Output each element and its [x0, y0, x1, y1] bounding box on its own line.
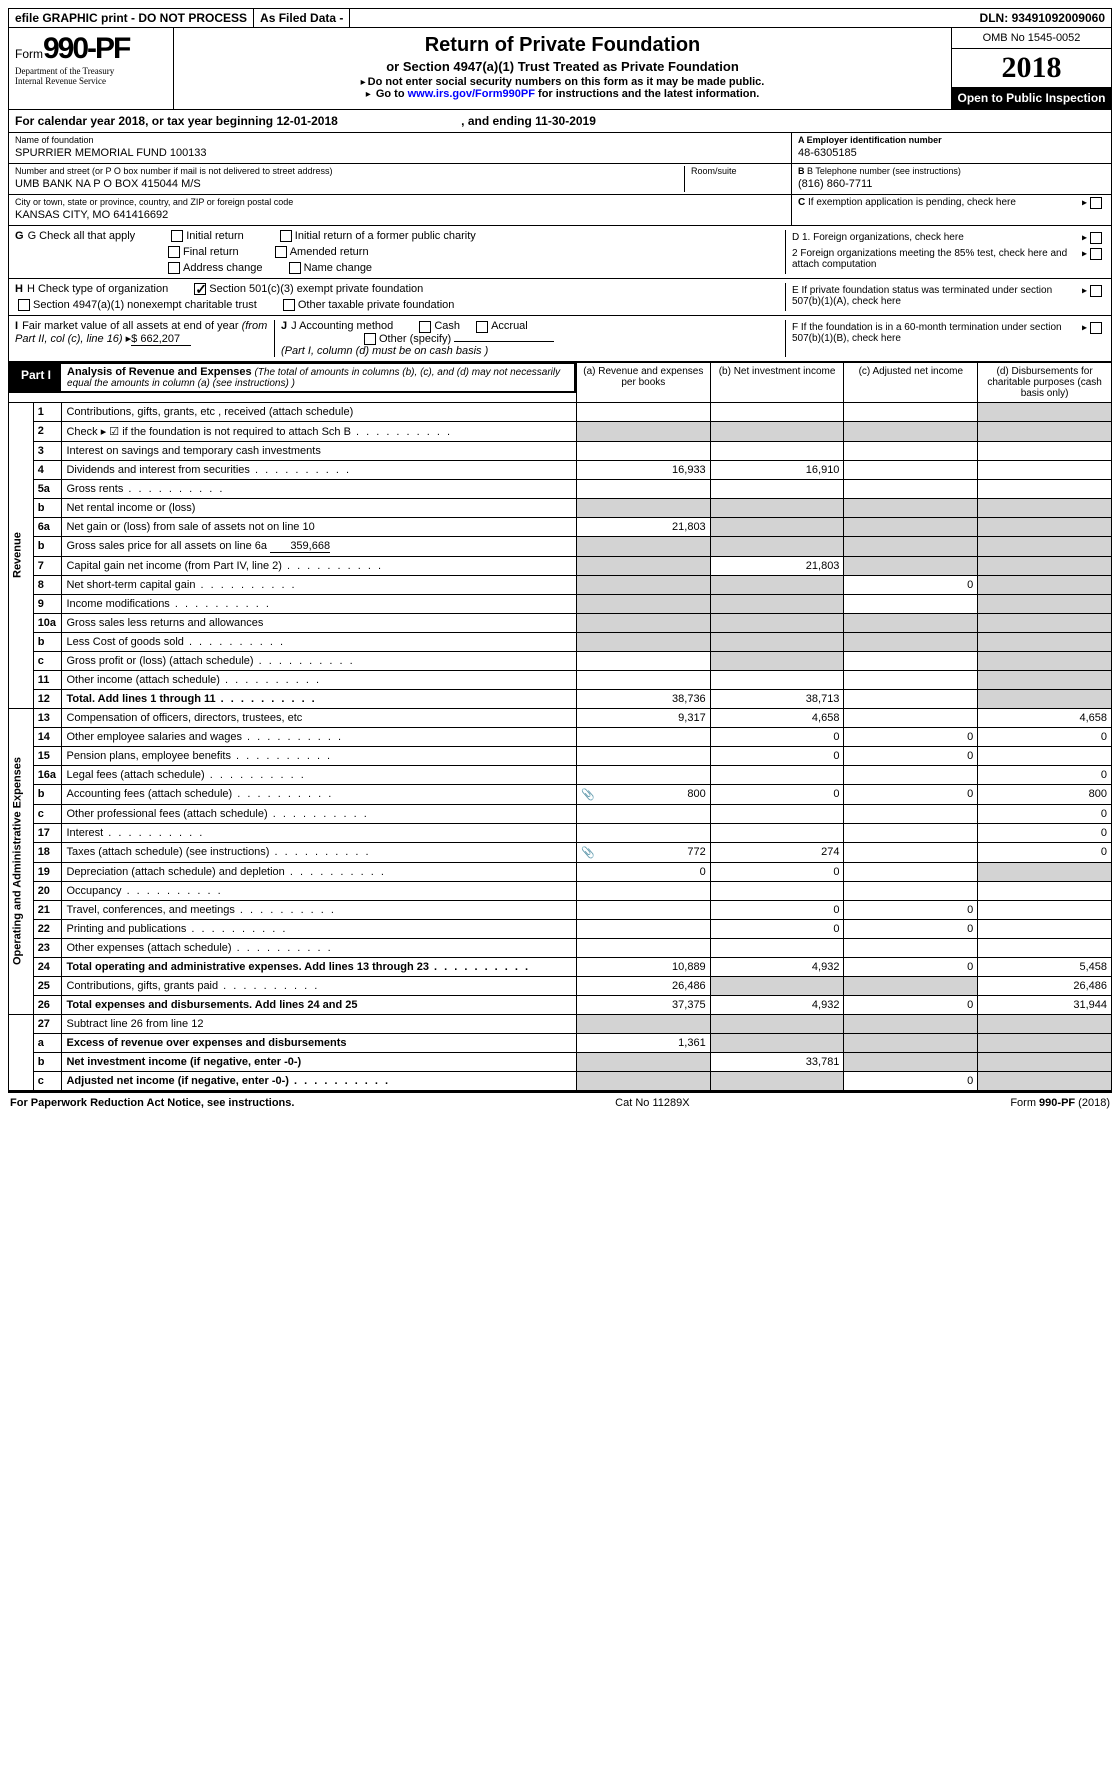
phone-value: (816) 860-7711	[798, 176, 1105, 192]
table-row: 5aGross rents	[9, 479, 1112, 498]
foundation-city: KANSAS CITY, MO 641416692	[15, 207, 785, 223]
table-row: 20Occupancy	[9, 881, 1112, 900]
table-row: 26Total expenses and disbursements. Add …	[9, 995, 1112, 1014]
foundation-address: UMB BANK NA P O BOX 415044 M/S	[15, 176, 684, 192]
table-row: 15Pension plans, employee benefits00	[9, 746, 1112, 765]
info-grid: Name of foundation SPURRIER MEMORIAL FUN…	[8, 133, 1112, 226]
efile-label: efile GRAPHIC print - DO NOT PROCESS	[9, 9, 254, 27]
table-row: aExcess of revenue over expenses and dis…	[9, 1033, 1112, 1052]
checkbox-name-change[interactable]	[289, 262, 301, 274]
ein-value: 48-6305185	[798, 145, 1105, 161]
table-row: 22Printing and publications00	[9, 919, 1112, 938]
table-row: 3Interest on savings and temporary cash …	[9, 441, 1112, 460]
checkbox-initial-former[interactable]	[280, 230, 292, 242]
checkbox-d2[interactable]	[1090, 248, 1102, 260]
col-d-header: (d) Disbursements for charitable purpose…	[978, 362, 1112, 402]
table-row: 25Contributions, gifts, grants paid26,48…	[9, 976, 1112, 995]
col-b-header: (b) Net investment income	[710, 362, 844, 402]
table-row: 6aNet gain or (loss) from sale of assets…	[9, 517, 1112, 536]
irs-link[interactable]: www.irs.gov/Form990PF	[408, 88, 535, 100]
dln-cell: DLN: 93491092009060	[974, 9, 1111, 27]
form-header: Form990-PF Department of the Treasury In…	[8, 28, 1112, 110]
calendar-year-row: For calendar year 2018, or tax year begi…	[8, 110, 1112, 133]
top-bar: efile GRAPHIC print - DO NOT PROCESS As …	[8, 8, 1112, 28]
foundation-name: SPURRIER MEMORIAL FUND 100133	[15, 145, 785, 161]
table-row: 14Other employee salaries and wages000	[9, 727, 1112, 746]
table-row: cOther professional fees (attach schedul…	[9, 804, 1112, 823]
table-row: bAccounting fees (attach schedule)📎80000…	[9, 784, 1112, 804]
table-row: 16aLegal fees (attach schedule)0	[9, 765, 1112, 784]
table-row: 24Total operating and administrative exp…	[9, 957, 1112, 976]
table-row: 21Travel, conferences, and meetings00	[9, 900, 1112, 919]
checkbox-cash[interactable]	[419, 321, 431, 333]
table-row: 12Total. Add lines 1 through 1138,73638,…	[9, 689, 1112, 708]
part1-label: Part I	[11, 364, 61, 391]
form-title-block: Return of Private Foundation or Section …	[174, 28, 951, 109]
table-row: 11Other income (attach schedule)	[9, 670, 1112, 689]
form-id-block: Form990-PF Department of the Treasury In…	[9, 28, 174, 109]
table-row: bGross sales price for all assets on lin…	[9, 536, 1112, 556]
checkbox-e[interactable]	[1090, 285, 1102, 297]
h-e-row: HH Check type of organization Section 50…	[8, 279, 1112, 316]
table-row: cAdjusted net income (if negative, enter…	[9, 1071, 1112, 1090]
footer: For Paperwork Reduction Act Notice, see …	[8, 1091, 1112, 1113]
checkbox-initial-return[interactable]	[171, 230, 183, 242]
table-row: 27Subtract line 26 from line 12	[9, 1014, 1112, 1033]
table-row: cGross profit or (loss) (attach schedule…	[9, 651, 1112, 670]
table-row: 4Dividends and interest from securities1…	[9, 460, 1112, 479]
g-d-row: GG Check all that apply Initial return I…	[8, 226, 1112, 279]
table-row: bNet investment income (if negative, ent…	[9, 1052, 1112, 1071]
checkbox-other-taxable[interactable]	[283, 299, 295, 311]
table-row: 8Net short-term capital gain0	[9, 575, 1112, 594]
checkbox-4947[interactable]	[18, 299, 30, 311]
table-row: bNet rental income or (loss)	[9, 498, 1112, 517]
col-a-header: (a) Revenue and expenses per books	[576, 362, 710, 402]
fmv-value: $ 662,207	[131, 333, 191, 346]
checkbox-other-method[interactable]	[364, 333, 376, 345]
table-row: 2Check ▸ ☑ if the foundation is not requ…	[9, 421, 1112, 441]
checkbox-d1[interactable]	[1090, 232, 1102, 244]
section-label: Operating and Administrative Expenses	[9, 708, 34, 1014]
table-row: Operating and Administrative Expenses13C…	[9, 708, 1112, 727]
table-row: 18Taxes (attach schedule) (see instructi…	[9, 842, 1112, 862]
section-label: Revenue	[9, 402, 34, 708]
table-row: 10aGross sales less returns and allowanc…	[9, 613, 1112, 632]
table-row: 9Income modifications	[9, 594, 1112, 613]
as-filed-label: As Filed Data -	[254, 9, 350, 27]
checkbox-f[interactable]	[1090, 322, 1102, 334]
col-c-header: (c) Adjusted net income	[844, 362, 978, 402]
table-row: 7Capital gain net income (from Part IV, …	[9, 556, 1112, 575]
checkbox-amended[interactable]	[275, 246, 287, 258]
i-j-f-row: IFair market value of all assets at end …	[8, 316, 1112, 361]
checkbox-accrual[interactable]	[476, 321, 488, 333]
table-row: 19Depreciation (attach schedule) and dep…	[9, 862, 1112, 881]
checkbox-address-change[interactable]	[168, 262, 180, 274]
checkbox-c[interactable]	[1090, 197, 1102, 209]
table-row: bLess Cost of goods sold	[9, 632, 1112, 651]
checkbox-501c3[interactable]	[194, 283, 206, 295]
table-row: 23Other expenses (attach schedule)	[9, 938, 1112, 957]
part1-table: Part I Analysis of Revenue and Expenses …	[8, 362, 1112, 1091]
checkbox-final[interactable]	[168, 246, 180, 258]
table-row: 17Interest0	[9, 823, 1112, 842]
year-block: OMB No 1545-0052 2018 Open to Public Ins…	[951, 28, 1111, 109]
table-row: Revenue1Contributions, gifts, grants, et…	[9, 402, 1112, 421]
